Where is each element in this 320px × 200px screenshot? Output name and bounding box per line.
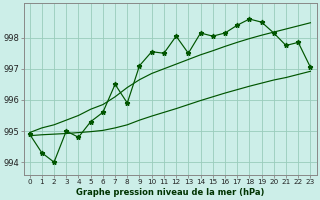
X-axis label: Graphe pression niveau de la mer (hPa): Graphe pression niveau de la mer (hPa) xyxy=(76,188,264,197)
